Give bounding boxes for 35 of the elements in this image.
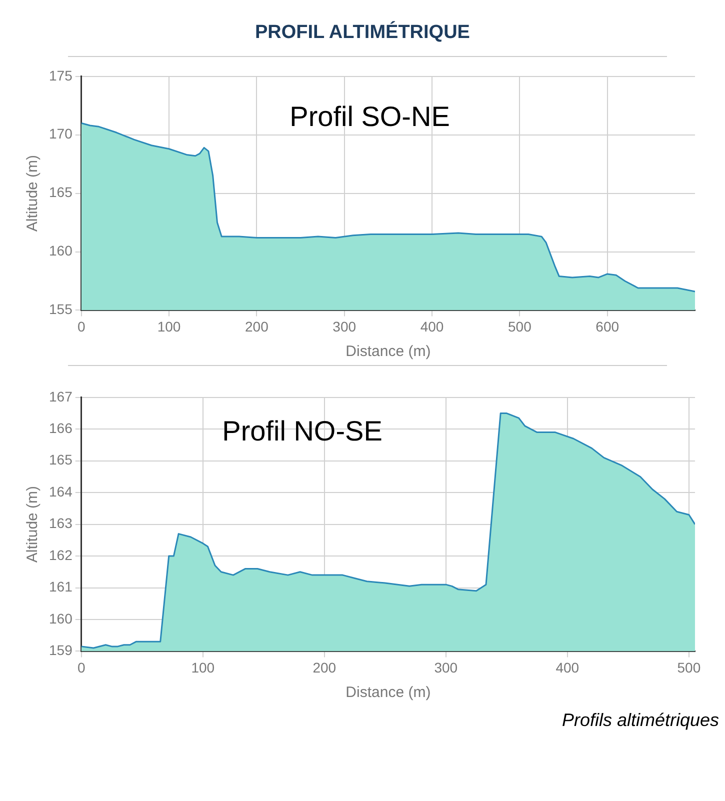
x-axis-title: Distance (m) <box>346 684 431 702</box>
x-tick-label: 400 <box>556 659 580 676</box>
y-tick-label: 170 <box>49 126 73 142</box>
y-tick-label: 160 <box>49 242 73 259</box>
x-tick-label: 100 <box>157 318 181 334</box>
text: Profils altimétriques <box>560 710 720 731</box>
y-tick-label: 167 <box>49 388 73 404</box>
x-tick-label: 100 <box>191 659 215 676</box>
y-tick-label: 160 <box>49 610 73 626</box>
x-tick-label: 300 <box>434 659 458 676</box>
x-tick-label: 600 <box>596 318 620 334</box>
y-axis-title: Altitude (m) <box>24 486 42 563</box>
x-tick-label: 200 <box>312 659 336 676</box>
y-tick-label: 164 <box>49 483 73 500</box>
y-tick-label: 165 <box>49 452 73 468</box>
x-tick-label: 200 <box>245 318 269 334</box>
y-tick-label: 163 <box>49 515 73 532</box>
x-tick-label: 500 <box>677 659 701 676</box>
chart-title: PROFIL ALTIMÉTRIQUE <box>254 20 471 45</box>
x-tick-label: 0 <box>77 659 86 676</box>
y-tick-label: 165 <box>49 184 73 200</box>
x-tick-label: 500 <box>508 318 532 334</box>
y-tick-label: 159 <box>49 642 73 658</box>
y-tick-label: 161 <box>49 578 73 595</box>
x-tick-label: 400 <box>420 318 444 334</box>
x-tick-label: 300 <box>332 318 356 334</box>
y-tick-label: 155 <box>49 301 73 318</box>
x-axis-title: Distance (m) <box>346 343 431 360</box>
annotation: Profil SO-NE <box>290 101 450 132</box>
annotation: Profil NO-SE <box>222 416 382 447</box>
y-tick-label: 162 <box>49 546 73 563</box>
y-axis-title: Altitude (m) <box>24 154 42 232</box>
x-tick-label: 0 <box>77 318 86 334</box>
y-tick-label: 175 <box>49 67 73 84</box>
y-tick-label: 166 <box>49 420 73 436</box>
